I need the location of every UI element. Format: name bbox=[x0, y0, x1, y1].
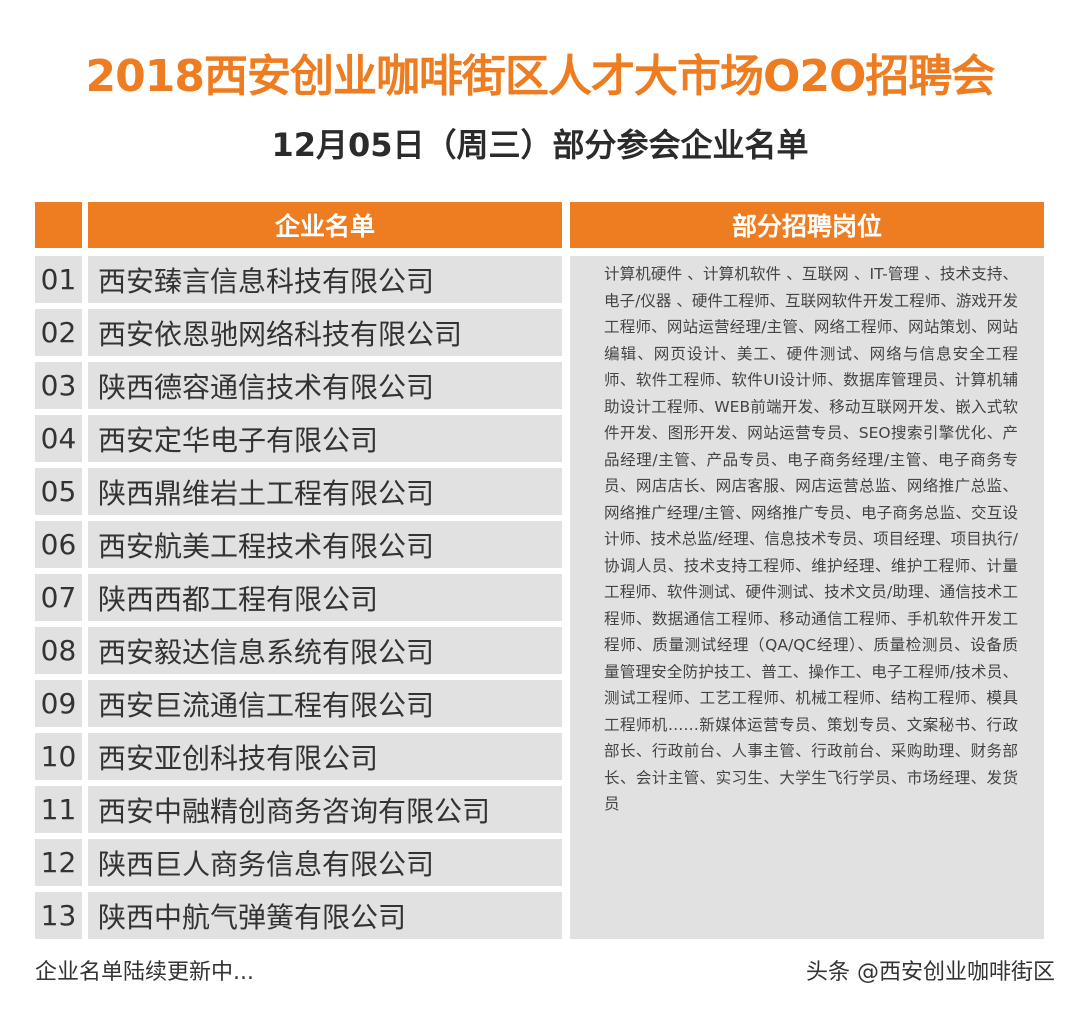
company-name: 西安亚创科技有限公司 bbox=[88, 733, 562, 780]
company-name: 西安航美工程技术有限公司 bbox=[88, 521, 562, 568]
row-number: 11 bbox=[35, 786, 82, 833]
table-row: 07 陕西西都工程有限公司 bbox=[35, 574, 562, 621]
company-list: 01 西安臻言信息科技有限公司 02 西安依恩驰网络科技有限公司 03 陕西德容… bbox=[35, 256, 562, 945]
table-row: 08 西安毅达信息系统有限公司 bbox=[35, 627, 562, 674]
company-name: 陕西鼎维岩土工程有限公司 bbox=[88, 468, 562, 515]
table-row: 11 西安中融精创商务咨询有限公司 bbox=[35, 786, 562, 833]
row-number: 09 bbox=[35, 680, 82, 727]
row-number: 07 bbox=[35, 574, 82, 621]
company-name: 陕西中航气弹簧有限公司 bbox=[88, 892, 562, 939]
watermark: 头条 @西安创业咖啡街区 bbox=[806, 960, 1055, 985]
table-row: 02 西安依恩驰网络科技有限公司 bbox=[35, 309, 562, 356]
page-title: 2018西安创业咖啡街区人才大市场O2O招聘会 bbox=[85, 51, 996, 102]
row-number: 06 bbox=[35, 521, 82, 568]
footer-note: 企业名单陆续更新中... bbox=[35, 960, 254, 985]
header-number-cell bbox=[35, 202, 82, 248]
row-number: 02 bbox=[35, 309, 82, 356]
page-subtitle: 12月05日（周三）部分参会企业名单 bbox=[271, 126, 809, 164]
row-number: 01 bbox=[35, 256, 82, 303]
table-row: 09 西安巨流通信工程有限公司 bbox=[35, 680, 562, 727]
table-row: 10 西安亚创科技有限公司 bbox=[35, 733, 562, 780]
table-row: 12 陕西巨人商务信息有限公司 bbox=[35, 839, 562, 886]
row-number: 03 bbox=[35, 362, 82, 409]
company-name: 西安依恩驰网络科技有限公司 bbox=[88, 309, 562, 356]
header-company: 企业名单 bbox=[88, 202, 562, 248]
row-number: 13 bbox=[35, 892, 82, 939]
header-positions: 部分招聘岗位 bbox=[570, 202, 1044, 248]
company-name: 西安中融精创商务咨询有限公司 bbox=[88, 786, 562, 833]
company-name: 陕西巨人商务信息有限公司 bbox=[88, 839, 562, 886]
positions-text: 计算机硬件 、计算机软件 、互联网 、IT-管理 、技术支持、电子/仪器 、硬件… bbox=[570, 256, 1044, 939]
row-number: 10 bbox=[35, 733, 82, 780]
table-row: 13 陕西中航气弹簧有限公司 bbox=[35, 892, 562, 939]
company-name: 陕西德容通信技术有限公司 bbox=[88, 362, 562, 409]
company-name: 西安臻言信息科技有限公司 bbox=[88, 256, 562, 303]
company-name: 西安毅达信息系统有限公司 bbox=[88, 627, 562, 674]
table-row: 01 西安臻言信息科技有限公司 bbox=[35, 256, 562, 303]
company-name: 西安定华电子有限公司 bbox=[88, 415, 562, 462]
row-number: 12 bbox=[35, 839, 82, 886]
company-name: 陕西西都工程有限公司 bbox=[88, 574, 562, 621]
row-number: 05 bbox=[35, 468, 82, 515]
table-row: 03 陕西德容通信技术有限公司 bbox=[35, 362, 562, 409]
company-name: 西安巨流通信工程有限公司 bbox=[88, 680, 562, 727]
table-row: 05 陕西鼎维岩土工程有限公司 bbox=[35, 468, 562, 515]
table-row: 04 西安定华电子有限公司 bbox=[35, 415, 562, 462]
table-row: 06 西安航美工程技术有限公司 bbox=[35, 521, 562, 568]
row-number: 08 bbox=[35, 627, 82, 674]
row-number: 04 bbox=[35, 415, 82, 462]
